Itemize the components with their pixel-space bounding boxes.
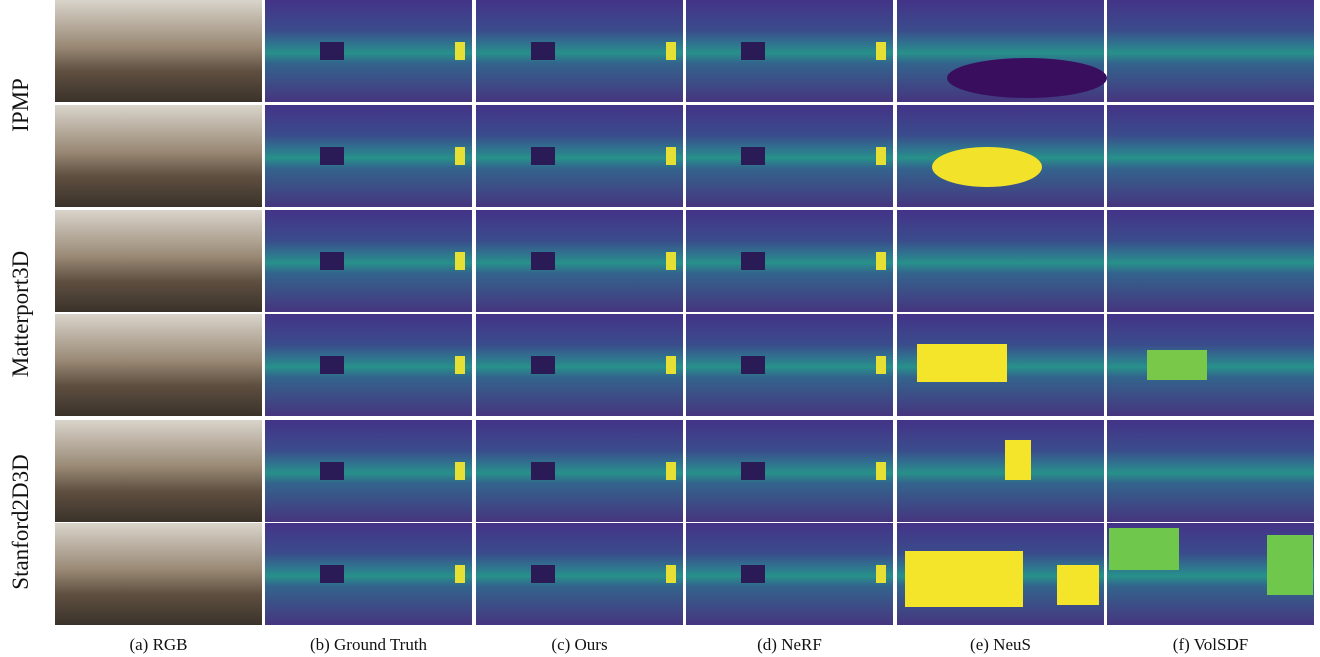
depth-detail [531, 147, 555, 165]
row-label: IPMP [8, 78, 33, 132]
depth-detail [320, 147, 344, 165]
depth-map [1107, 105, 1314, 207]
depth-detail [876, 565, 886, 583]
figure: IPMP Matterport3D Stanford2D3D (a) RGB (b… [0, 0, 1320, 657]
depth-detail [666, 147, 676, 165]
depth-artifact [917, 344, 1007, 382]
depth-detail [531, 462, 555, 480]
depth-map [1107, 314, 1314, 416]
depth-detail [741, 356, 765, 374]
depth-detail [741, 462, 765, 480]
depth-map [686, 0, 893, 102]
depth-map [476, 523, 683, 625]
rgb-image [55, 420, 262, 522]
depth-detail [876, 356, 886, 374]
rgb-image [55, 314, 262, 416]
depth-map [686, 314, 893, 416]
depth-artifact [1147, 350, 1207, 380]
depth-map [476, 105, 683, 207]
depth-detail [320, 252, 344, 270]
rgb-image [55, 105, 262, 207]
depth-map [265, 420, 472, 522]
depth-map [686, 523, 893, 625]
column-caption: (a) RGB [129, 635, 187, 654]
depth-detail [320, 356, 344, 374]
depth-detail [741, 147, 765, 165]
depth-detail [455, 42, 465, 60]
depth-detail [741, 42, 765, 60]
depth-map [686, 105, 893, 207]
rgb-image [55, 210, 262, 312]
depth-detail [666, 42, 676, 60]
depth-detail [531, 252, 555, 270]
depth-detail [455, 565, 465, 583]
depth-map [476, 210, 683, 312]
depth-detail [666, 565, 676, 583]
depth-detail [320, 462, 344, 480]
depth-artifact [905, 551, 1023, 607]
depth-map [265, 314, 472, 416]
depth-detail [876, 42, 886, 60]
column-caption: (b) Ground Truth [310, 635, 428, 654]
depth-map [476, 420, 683, 522]
column-caption: (d) NeRF [757, 635, 822, 654]
depth-map [265, 0, 472, 102]
depth-map [897, 420, 1104, 522]
depth-map [265, 105, 472, 207]
depth-artifact [1267, 535, 1313, 595]
column-caption: (f) VolSDF [1173, 635, 1248, 654]
depth-detail [455, 147, 465, 165]
depth-artifact [932, 147, 1042, 187]
depth-detail [455, 252, 465, 270]
rgb-image [55, 0, 262, 102]
depth-map [476, 314, 683, 416]
depth-detail [876, 147, 886, 165]
depth-detail [666, 252, 676, 270]
depth-detail [741, 252, 765, 270]
depth-map [1107, 210, 1314, 312]
depth-detail [741, 565, 765, 583]
depth-detail [320, 565, 344, 583]
depth-detail [666, 462, 676, 480]
depth-detail [666, 356, 676, 374]
column-caption: (c) Ours [551, 635, 607, 654]
depth-map [897, 210, 1104, 312]
depth-map [265, 210, 472, 312]
depth-artifact [947, 58, 1107, 98]
depth-detail [455, 356, 465, 374]
rgb-image [55, 523, 262, 625]
depth-map [1107, 420, 1314, 522]
depth-detail [531, 565, 555, 583]
depth-artifact [1109, 528, 1179, 570]
image-grid [55, 0, 1314, 625]
depth-detail [320, 42, 344, 60]
depth-map [1107, 0, 1314, 102]
depth-detail [876, 462, 886, 480]
depth-detail [455, 462, 465, 480]
depth-artifact [1005, 440, 1031, 480]
depth-detail [531, 42, 555, 60]
depth-map [265, 523, 472, 625]
depth-artifact [1057, 565, 1099, 605]
depth-map [476, 0, 683, 102]
depth-map [686, 210, 893, 312]
column-caption: (e) NeuS [970, 635, 1031, 654]
depth-detail [531, 356, 555, 374]
depth-map [686, 420, 893, 522]
row-label: Matterport3D [8, 251, 33, 377]
row-label: Stanford2D3D [8, 454, 33, 589]
depth-detail [876, 252, 886, 270]
